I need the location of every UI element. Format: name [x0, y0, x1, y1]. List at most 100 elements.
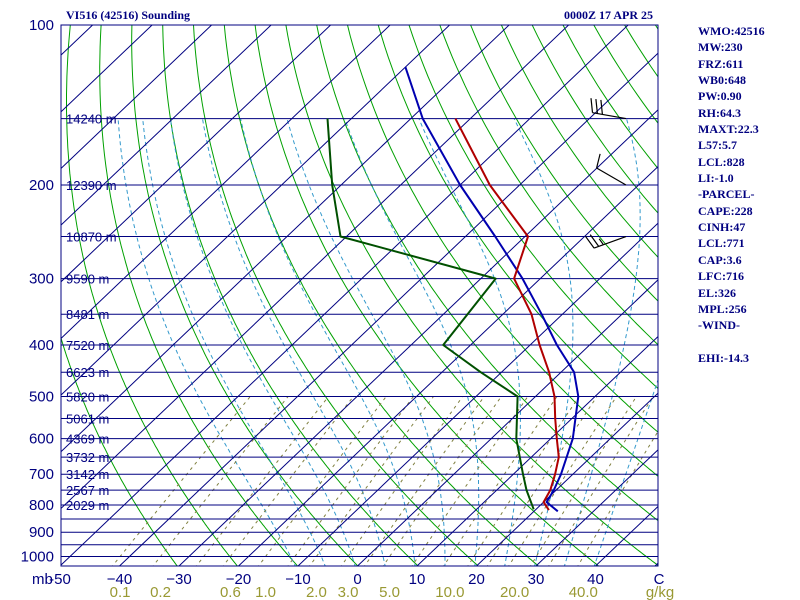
mixing-ratio-line: [577, 430, 658, 566]
isotherm: [61, 25, 332, 283]
mixing-ratio-tick-label: 20.0: [500, 584, 529, 600]
moist-adiabat: [169, 118, 356, 566]
mixing-ratio-tick-label: 1.0: [255, 584, 276, 600]
pressure-tick-label: 1000: [21, 549, 54, 566]
pressure-tick-label: 600: [29, 431, 54, 448]
height-label: 6623 m: [66, 365, 109, 380]
height-label: 12390 m: [66, 178, 117, 193]
temperature-tick-label: 20: [468, 571, 485, 588]
sounding-profiles: [326, 66, 580, 513]
mixing-ratio-units-label: g/kg: [646, 584, 674, 600]
isotherm: [535, 449, 658, 566]
height-label: 7520 m: [66, 338, 109, 353]
isotherm: [475, 392, 658, 566]
height-label: 8481 m: [66, 307, 109, 322]
index-item: L57:5.7: [698, 138, 737, 153]
mixing-ratio-line: [340, 396, 464, 566]
mixing-ratio-line: [529, 396, 637, 566]
temperature-tick-label: −30: [166, 571, 191, 588]
mixing-ratio-tick-label: 2.0: [306, 584, 327, 600]
isotherm: [416, 335, 658, 566]
index-item: CAPE:228: [698, 203, 753, 218]
moist-adiabat: [240, 118, 416, 566]
temperature-trace: [454, 118, 560, 511]
wind-barb: [596, 153, 627, 186]
temperature-tick-label: -50: [49, 571, 71, 588]
moist-adiabat: [117, 118, 296, 566]
wind-barb: [585, 234, 627, 249]
dry-adiabat: [770, 13, 800, 568]
isotherm: [61, 25, 391, 340]
pressure-tick-label: 100: [29, 17, 54, 34]
height-labels: 14240 m 12390 m 10870 m 9590 m 8481 m 7520 m 6…: [66, 112, 117, 513]
mixing-ratio-tick-label: 3.0: [338, 584, 359, 600]
dry-adiabat: [285, 25, 658, 566]
mixing-ratio-line: [111, 396, 251, 566]
height-label: 14240 m: [66, 112, 117, 127]
sounding-time: 0000Z 17 APR 25: [564, 8, 654, 22]
mixing-ratio-line: [308, 396, 434, 566]
mixing-ratio-tick-label: 0.2: [150, 584, 171, 600]
dry-adiabat: [377, 25, 658, 433]
wind-barb: [590, 98, 627, 120]
dry-adiabat: [223, 25, 540, 566]
parcel-trace: [404, 66, 580, 513]
height-label: 9590 m: [66, 272, 109, 287]
height-label: 3732 m: [66, 450, 109, 465]
mixing-ratio-tick-label: 5.0: [379, 584, 400, 600]
mixing-ratio-lines: [111, 396, 658, 566]
isotherm: [61, 25, 451, 396]
index-item: MAXT:22.3: [698, 122, 759, 137]
isotherm: [0, 13, 46, 574]
mixing-ratio-line: [508, 396, 617, 566]
temperature-tick-label: −10: [285, 571, 310, 588]
index-item: -PARCEL-: [698, 187, 755, 202]
sounding-indices: WMO:42516 MW:230 FRZ:611 WB0:648 PW:0.90 RH:6…: [698, 23, 765, 366]
dry-adiabat: [500, 25, 658, 258]
dry-adiabat: [192, 25, 479, 566]
dry-adiabat: [346, 25, 658, 477]
moist-adiabat: [418, 118, 521, 566]
index-item: LFC:716: [698, 269, 744, 284]
dry-adiabat: [131, 25, 359, 566]
mixing-ratio-line: [222, 396, 354, 566]
height-label: 2029 m: [66, 498, 109, 513]
mixing-ratio-line: [548, 396, 654, 566]
mixing-ratio-line: [287, 396, 414, 566]
temperature-tick-label: −20: [226, 571, 251, 588]
index-item: WB0:648: [698, 73, 746, 88]
dry-adiabat: [99, 25, 299, 566]
dry-adiabat: [254, 25, 600, 566]
mixing-ratio-tick-label: 10.0: [435, 584, 464, 600]
mixing-ratio-line: [443, 396, 558, 566]
y-axis-label: mb: [32, 571, 53, 588]
moist-adiabat: [563, 118, 641, 566]
index-item: -WIND-: [698, 318, 740, 333]
index-item: CAP:3.6: [698, 252, 742, 267]
isotherm: [61, 25, 629, 566]
dry-adiabat: [439, 25, 658, 346]
mixing-ratio-tick-label: 40.0: [569, 584, 598, 600]
index-item: MW:230: [698, 40, 743, 55]
isotherm: [61, 25, 272, 226]
isotherm: [61, 25, 510, 453]
mixing-ratio-tick-label: 0.6: [220, 584, 241, 600]
isotherm: [178, 109, 658, 566]
isotherm: [237, 165, 658, 566]
pressure-tick-label: 400: [29, 337, 54, 354]
pressure-tick-label: 900: [29, 524, 54, 541]
index-item: WMO:42516: [698, 24, 765, 38]
temperature-tick-label: 10: [409, 571, 426, 588]
height-label: 2567 m: [66, 483, 109, 498]
dry-adiabat: [470, 25, 658, 302]
height-label: 4369 m: [66, 432, 109, 447]
dry-adiabat: [408, 25, 658, 390]
dry-adiabat: [593, 25, 658, 124]
height-label: 3142 m: [66, 467, 109, 482]
isotherm: [61, 25, 153, 113]
dry-adiabat: [162, 25, 419, 566]
plot-frame: [60, 24, 659, 567]
pressure-tick-label: 700: [29, 466, 54, 483]
